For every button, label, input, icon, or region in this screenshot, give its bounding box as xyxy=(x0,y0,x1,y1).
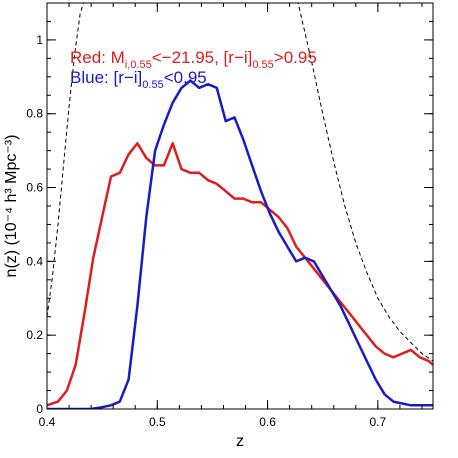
y-tick-label: 0.8 xyxy=(26,107,43,121)
x-tick-label: 0.5 xyxy=(149,415,166,429)
series-line-3 xyxy=(297,3,433,362)
y-tick-label: 0.6 xyxy=(26,181,43,195)
x-axis-title: z xyxy=(236,433,244,450)
x-tick-label: 0.6 xyxy=(259,415,276,429)
y-tick-label: 1 xyxy=(36,33,43,47)
y-tick-label: 0 xyxy=(36,402,43,416)
ticks-layer: 0.4 0.5 0.6 0.7 0 0.2 0.4 0.6 0.8 1 xyxy=(26,2,433,429)
x-tick-label: 0.7 xyxy=(370,415,387,429)
series-layer xyxy=(47,3,433,409)
legend-red: Red: Mi,0.55<−21.95, [r−i]0.55>0.95 xyxy=(70,48,317,71)
series-line-0 xyxy=(47,142,433,407)
y-axis-title: n(z) (10⁻⁴ h³ Mpc⁻³) xyxy=(3,135,20,278)
series-line-2 xyxy=(47,3,84,317)
y-tick-label: 0.2 xyxy=(26,328,43,342)
x-tick-label: 0.4 xyxy=(39,415,56,429)
series-line-1 xyxy=(47,79,433,409)
legend-blue: Blue: [r−i]0.55<0.95 xyxy=(70,68,207,91)
y-tick-label: 0.4 xyxy=(26,254,43,268)
